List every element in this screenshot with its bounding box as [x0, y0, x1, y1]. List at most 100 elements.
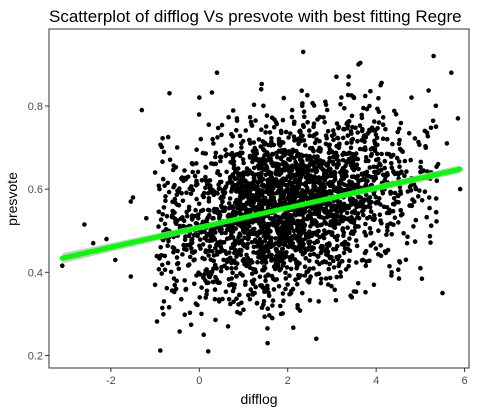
scatter-point	[324, 175, 329, 180]
scatter-point	[362, 250, 368, 256]
scatter-point	[217, 186, 223, 191]
scatter-point	[391, 170, 397, 175]
scatter-point	[160, 262, 165, 268]
scatter-point	[174, 261, 180, 267]
scatter-point	[305, 213, 311, 219]
scatter-point	[274, 167, 280, 172]
scatter-point	[275, 172, 280, 177]
scatter-point	[310, 174, 315, 180]
scatter-point	[357, 146, 363, 152]
scatter-point	[265, 157, 271, 163]
scatter-point	[367, 103, 372, 109]
scatter-point	[303, 164, 309, 169]
scatter-point	[369, 151, 375, 157]
scatter-point	[434, 219, 439, 224]
scatter-point	[332, 154, 337, 159]
scatter-point	[252, 145, 258, 151]
scatter-point	[261, 216, 266, 221]
scatter-point	[328, 191, 334, 197]
scatter-point	[154, 319, 160, 324]
scatter-point	[342, 240, 348, 246]
scatter-point	[294, 184, 300, 190]
scatter-point	[289, 234, 295, 239]
scatter-point	[368, 230, 374, 236]
scatter-point	[152, 282, 158, 288]
scatter-point	[278, 149, 284, 155]
scatter-point	[239, 145, 244, 150]
scatter-point	[389, 161, 394, 166]
scatter-point	[229, 265, 234, 271]
scatter-point	[344, 210, 350, 216]
scatter-point	[338, 102, 343, 107]
scatter-point	[165, 134, 171, 140]
scatter-point	[267, 187, 272, 192]
scatter-point	[164, 285, 170, 291]
scatter-point	[209, 90, 215, 95]
scatter-point	[235, 201, 240, 206]
scatter-point	[238, 173, 244, 179]
scatter-point	[281, 298, 286, 304]
scatter-point	[295, 170, 300, 176]
scatter-point	[345, 120, 350, 125]
y-tick-label: 0.4	[28, 267, 43, 279]
scatter-point	[292, 119, 297, 125]
scatter-point	[334, 121, 340, 126]
scatter-point	[158, 245, 163, 250]
scatter-point	[228, 301, 233, 307]
scatter-point	[367, 129, 372, 134]
scatter-point	[324, 163, 329, 168]
scatter-point	[305, 269, 310, 275]
scatter-point	[212, 287, 218, 292]
scatter-point	[339, 177, 344, 182]
scatter-point	[367, 226, 373, 231]
scatter-point	[324, 242, 330, 247]
scatter-point	[160, 305, 165, 311]
scatter-point	[455, 116, 461, 121]
scatter-point	[217, 179, 223, 185]
scatter-point	[331, 137, 336, 143]
scatter-point	[294, 281, 300, 287]
scatter-point	[375, 126, 380, 131]
scatter-point	[203, 164, 208, 170]
scatter-point	[290, 185, 296, 190]
scatter-point	[300, 123, 306, 128]
scatter-point	[310, 145, 315, 151]
scatter-point	[168, 269, 174, 275]
scatter-point	[329, 149, 335, 154]
scatter-point	[218, 244, 223, 249]
scatter-point	[225, 257, 230, 263]
scatter-point	[389, 165, 395, 170]
scatter-point	[171, 276, 177, 281]
scatter-point	[301, 218, 306, 223]
scatter-point	[301, 182, 307, 187]
scatter-point	[173, 200, 178, 205]
x-tick-label: 2	[285, 375, 291, 387]
scatter-point	[402, 173, 407, 178]
scatter-point	[195, 232, 200, 237]
scatter-point	[266, 253, 271, 259]
scatter-point	[355, 139, 360, 144]
scatter-point	[288, 266, 294, 272]
scatter-point	[300, 290, 305, 296]
scatter-point	[269, 115, 275, 120]
scatter-point	[196, 112, 202, 117]
scatter-point	[395, 193, 401, 198]
scatter-point	[293, 277, 298, 283]
scatter-point	[266, 290, 271, 296]
scatter-point	[330, 159, 336, 165]
x-tick-label: -2	[106, 375, 116, 387]
scatter-points	[60, 49, 463, 354]
scatter-point	[195, 182, 200, 187]
scatter-point	[298, 134, 304, 139]
scatter-point	[324, 107, 330, 113]
scatter-point	[395, 170, 400, 176]
scatter-point	[254, 300, 260, 306]
scatter-point	[182, 278, 187, 283]
scatter-point	[302, 195, 308, 201]
scatter-point	[228, 245, 234, 251]
scatter-point	[404, 240, 410, 246]
scatter-point	[302, 143, 308, 148]
scatter-point	[238, 247, 244, 253]
scatter-point	[199, 285, 204, 290]
scatter-point	[313, 184, 318, 190]
